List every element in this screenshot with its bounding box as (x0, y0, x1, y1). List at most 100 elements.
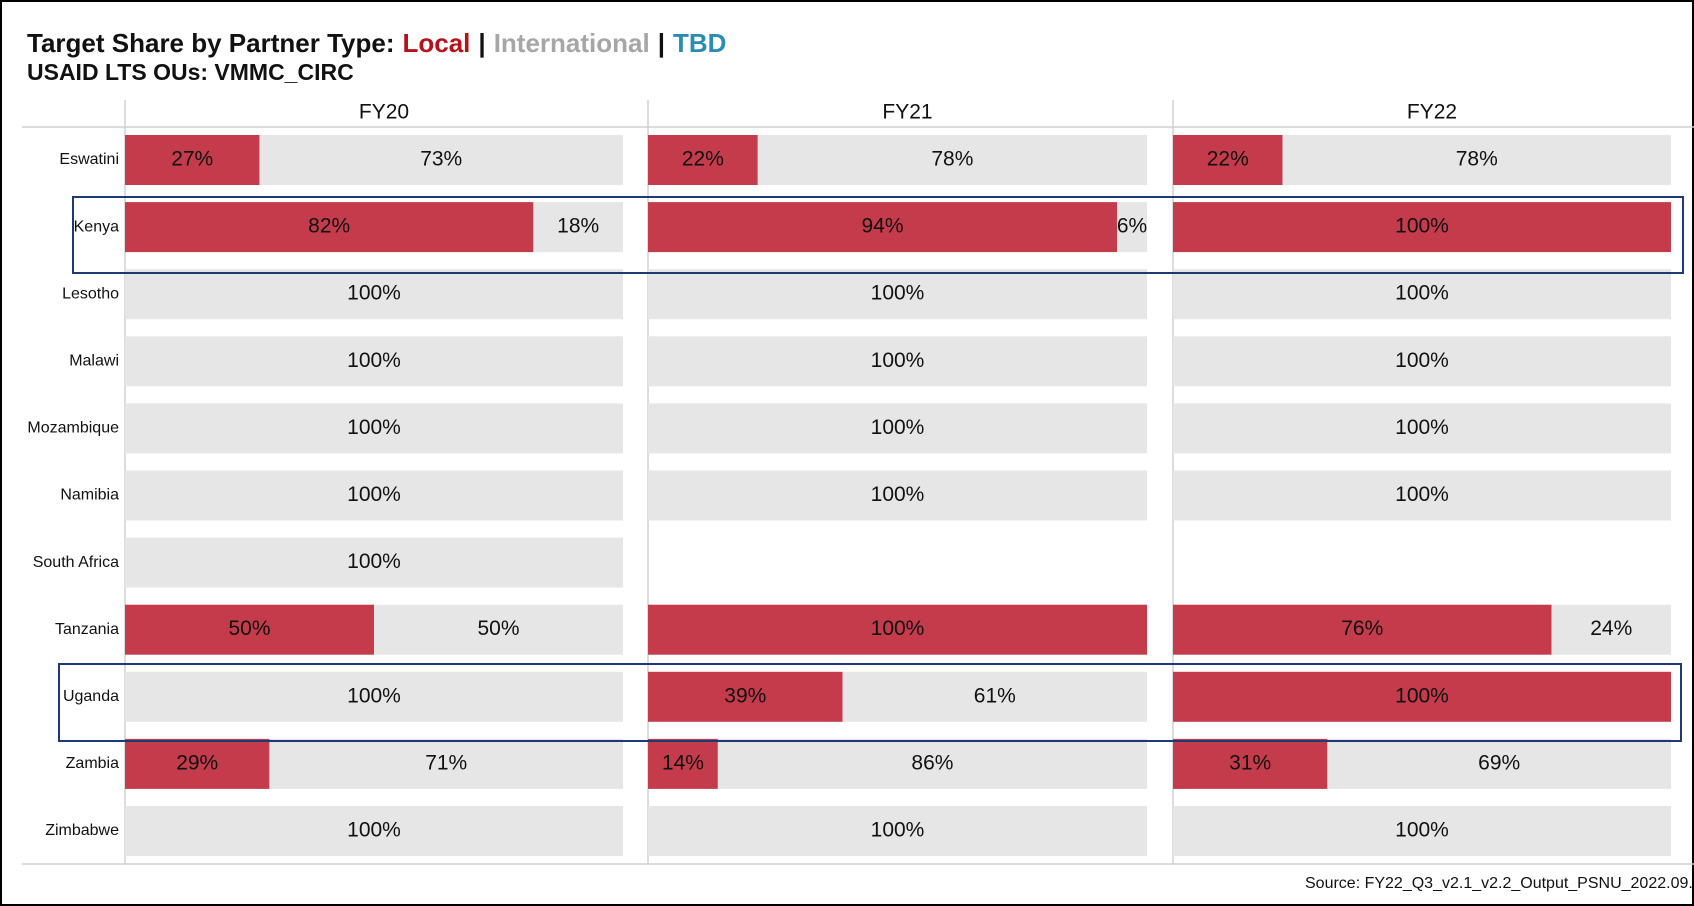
source-note: Source: FY22_Q3_v2.1_v2.2_Output_PSNU_20… (1305, 875, 1694, 892)
bar-segment (1173, 806, 1671, 856)
value-label: 71% (425, 751, 467, 774)
bar-segment (125, 470, 623, 521)
bar-segment (533, 202, 623, 253)
value-label: 100% (1395, 215, 1449, 238)
value-label: 76% (1341, 617, 1383, 640)
legend-separator: | (658, 28, 665, 58)
value-label: 29% (176, 751, 218, 774)
value-label: 100% (347, 416, 401, 439)
value-label: 100% (1395, 819, 1449, 842)
highlight-box (72, 196, 1684, 274)
value-label: 24% (1590, 617, 1632, 640)
value-label: 22% (682, 148, 724, 171)
bar-segment (125, 403, 623, 454)
value-label: 22% (1207, 148, 1249, 171)
value-label: 14% (662, 751, 704, 774)
chart-title: Target Share by Partner Type: Local | Inter… (27, 28, 726, 58)
value-label: 78% (931, 148, 973, 171)
bar-segment (125, 537, 623, 588)
bar-segment (1173, 738, 1328, 789)
bar-segment (1282, 135, 1671, 185)
value-label: 100% (347, 282, 401, 305)
bar-segment (648, 806, 1147, 856)
value-label: 61% (974, 684, 1016, 707)
bar-segment (1173, 135, 1283, 185)
category-label: Mozambique (27, 420, 119, 437)
bar-segment (648, 269, 1147, 320)
bar-segment (648, 336, 1147, 387)
bar-segment (648, 470, 1147, 521)
highlight-box (58, 663, 1682, 742)
bar-segment (1173, 202, 1671, 253)
value-label: 18% (557, 215, 599, 238)
value-label: 100% (871, 349, 925, 372)
bar-segment (125, 604, 374, 655)
bar-segment (125, 671, 623, 722)
bar-segment (648, 202, 1118, 253)
value-label: 100% (347, 483, 401, 506)
bar-segment (648, 403, 1147, 454)
legend-entry: Local (402, 28, 470, 58)
value-label: 6% (1117, 215, 1147, 238)
legend-separator: | (478, 28, 485, 58)
category-label: Kenya (74, 218, 119, 235)
value-label: 73% (420, 148, 462, 171)
value-label: 100% (871, 819, 925, 842)
bar-segment (717, 738, 1147, 789)
bar-segment (1173, 671, 1671, 722)
bar-segment (757, 135, 1147, 185)
value-label: 100% (1395, 483, 1449, 506)
facet-label: FY21 (882, 101, 932, 124)
bar-segment (259, 135, 623, 185)
bar-segment (1327, 738, 1671, 789)
bar-segment (1173, 269, 1671, 320)
value-label: 50% (228, 617, 270, 640)
value-label: 82% (308, 215, 350, 238)
bar-segment (648, 604, 1147, 655)
bar-segment (125, 135, 260, 185)
bar-segment (1173, 403, 1671, 454)
bar-segment (648, 135, 758, 185)
value-label: 100% (1395, 684, 1449, 707)
chart-subtitle: USAID LTS OUs: VMMC_CIRC (27, 59, 354, 85)
bar-segment (125, 738, 270, 789)
facet-label: FY22 (1407, 101, 1457, 124)
value-label: 86% (911, 751, 953, 774)
category-label: Eswatini (59, 151, 119, 168)
value-label: 31% (1229, 751, 1271, 774)
value-label: 100% (871, 416, 925, 439)
category-label: Malawi (69, 353, 119, 370)
bar-segment (842, 671, 1147, 722)
value-label: 100% (347, 349, 401, 372)
bar-segment (1173, 470, 1671, 521)
legend-entry: TBD (673, 28, 726, 58)
category-label: Uganda (63, 688, 119, 705)
facet-label: FY20 (359, 101, 409, 124)
value-label: 100% (1395, 349, 1449, 372)
bar-segment (125, 202, 534, 253)
bar-segment (648, 671, 843, 722)
value-label: 27% (171, 148, 213, 171)
value-label: 100% (871, 617, 925, 640)
bar-segment (125, 269, 623, 320)
value-label: 100% (347, 819, 401, 842)
category-label: South Africa (33, 554, 119, 571)
category-label: Namibia (60, 487, 119, 504)
value-label: 100% (347, 684, 401, 707)
category-label: Zimbabwe (45, 822, 119, 839)
bar-segment (1173, 604, 1552, 655)
bar-segment (1173, 336, 1671, 387)
category-label: Tanzania (55, 621, 119, 638)
value-label: 100% (1395, 416, 1449, 439)
value-label: 100% (871, 282, 925, 305)
value-label: 50% (477, 617, 519, 640)
value-label: 94% (862, 215, 904, 238)
value-label: 100% (871, 483, 925, 506)
title-text: Target Share by Partner Type: (27, 28, 394, 58)
legend-entry: International (494, 28, 650, 58)
bar-segment (374, 604, 623, 655)
bar-segment (269, 738, 623, 789)
value-label: 100% (347, 550, 401, 573)
bar-segment (648, 738, 718, 789)
